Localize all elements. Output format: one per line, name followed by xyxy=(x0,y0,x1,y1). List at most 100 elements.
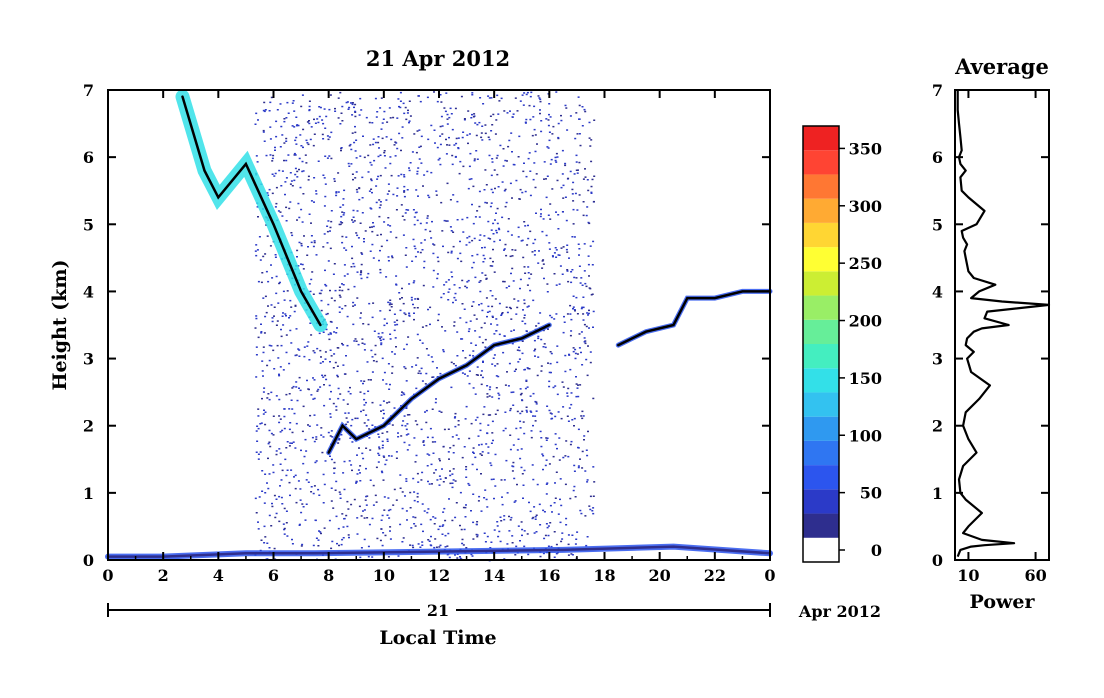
noise-speck xyxy=(365,447,368,449)
noise-speck xyxy=(307,424,309,426)
noise-speck xyxy=(457,420,460,422)
noise-speck xyxy=(280,185,283,187)
noise-speck xyxy=(294,173,297,176)
noise-speck xyxy=(378,147,380,149)
noise-speck xyxy=(289,442,292,444)
noise-speck xyxy=(347,508,350,510)
noise-speck xyxy=(336,327,338,329)
noise-speck xyxy=(403,112,406,115)
noise-speck xyxy=(465,405,468,408)
noise-speck xyxy=(366,517,369,519)
noise-speck xyxy=(368,523,371,526)
noise-speck xyxy=(467,110,470,112)
noise-speck xyxy=(443,219,446,222)
noise-speck xyxy=(257,458,260,460)
noise-speck xyxy=(511,267,514,270)
noise-speck xyxy=(263,332,266,334)
noise-speck xyxy=(405,380,408,382)
noise-speck xyxy=(287,112,290,114)
noise-speck xyxy=(546,175,549,177)
noise-speck xyxy=(309,414,312,417)
noise-speck xyxy=(294,487,297,490)
noise-speck xyxy=(387,224,390,226)
noise-speck xyxy=(554,247,557,249)
noise-speck xyxy=(382,338,385,341)
noise-speck xyxy=(503,479,506,481)
noise-speck xyxy=(278,415,281,417)
noise-speck xyxy=(495,212,497,214)
noise-speck xyxy=(329,94,332,96)
noise-speck xyxy=(413,499,416,502)
noise-speck xyxy=(337,172,340,174)
noise-speck xyxy=(365,504,368,506)
noise-speck xyxy=(509,407,512,410)
noise-speck xyxy=(336,374,339,377)
noise-speck xyxy=(488,310,491,313)
noise-speck xyxy=(337,97,340,99)
noise-speck xyxy=(471,113,473,116)
noise-speck xyxy=(480,374,482,376)
noise-speck xyxy=(400,173,403,176)
noise-speck xyxy=(421,544,424,546)
noise-speck xyxy=(285,220,288,222)
noise-speck xyxy=(324,374,327,377)
noise-speck xyxy=(529,170,532,172)
noise-speck xyxy=(592,466,595,468)
noise-speck xyxy=(413,223,416,226)
noise-speck xyxy=(379,204,382,206)
noise-speck xyxy=(488,97,491,99)
noise-speck xyxy=(427,308,429,311)
noise-speck xyxy=(570,271,573,273)
noise-speck xyxy=(338,286,341,288)
noise-speck xyxy=(364,499,367,501)
noise-speck xyxy=(489,238,492,240)
noise-speck xyxy=(341,283,343,285)
noise-speck xyxy=(308,213,311,215)
noise-speck xyxy=(285,315,287,317)
noise-speck xyxy=(564,162,567,165)
noise-speck xyxy=(384,534,387,537)
noise-speck xyxy=(544,534,547,537)
noise-speck xyxy=(334,110,337,112)
noise-speck xyxy=(587,345,589,347)
noise-speck xyxy=(324,155,327,157)
noise-speck xyxy=(492,439,494,442)
profile-x-tick-label: 60 xyxy=(1024,566,1046,585)
noise-speck xyxy=(369,161,372,164)
noise-speck xyxy=(529,410,532,412)
noise-speck xyxy=(548,242,551,244)
noise-speck xyxy=(324,195,327,198)
noise-speck xyxy=(389,333,392,335)
colorbar-swatch xyxy=(803,513,839,538)
noise-speck xyxy=(255,346,258,348)
noise-speck xyxy=(593,175,596,177)
noise-speck xyxy=(282,312,284,314)
noise-speck xyxy=(285,117,288,119)
noise-speck xyxy=(330,131,333,134)
noise-speck xyxy=(591,264,594,266)
noise-speck xyxy=(550,316,553,319)
noise-speck xyxy=(357,343,360,346)
noise-speck xyxy=(496,525,499,527)
noise-speck xyxy=(490,97,493,99)
noise-speck xyxy=(542,218,545,220)
y-tick-label: 7 xyxy=(83,81,94,100)
noise-speck xyxy=(457,438,460,440)
noise-speck xyxy=(269,126,272,128)
noise-speck xyxy=(468,484,471,486)
noise-speck xyxy=(259,423,262,425)
noise-speck xyxy=(557,214,560,216)
noise-speck xyxy=(294,474,297,477)
noise-speck xyxy=(423,266,426,269)
noise-speck xyxy=(339,123,342,125)
noise-speck xyxy=(496,154,499,157)
noise-speck xyxy=(507,145,510,148)
noise-speck xyxy=(275,186,278,189)
noise-speck xyxy=(557,137,560,140)
noise-speck xyxy=(476,210,479,212)
noise-speck xyxy=(480,443,483,446)
noise-speck xyxy=(471,305,474,307)
noise-speck xyxy=(441,133,444,135)
noise-speck xyxy=(330,390,332,393)
noise-speck xyxy=(525,175,528,178)
